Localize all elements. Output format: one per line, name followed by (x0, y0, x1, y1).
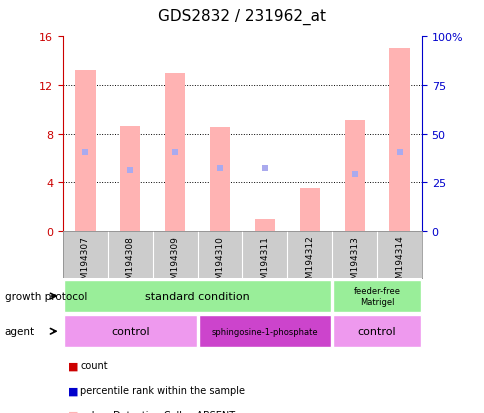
Text: GSM194314: GSM194314 (394, 235, 403, 290)
Bar (344, 121, 364, 231)
Text: ■: ■ (68, 385, 78, 395)
Bar (198, 316, 331, 347)
Bar (120, 127, 140, 231)
Bar (75, 71, 95, 231)
Text: GSM194312: GSM194312 (304, 235, 314, 290)
Bar (299, 189, 319, 231)
Text: GSM194307: GSM194307 (81, 235, 90, 290)
Text: sphingosine-1-phosphate: sphingosine-1-phosphate (211, 327, 318, 336)
Text: control: control (357, 326, 395, 337)
Text: GSM194313: GSM194313 (349, 235, 359, 290)
Text: GSM194309: GSM194309 (170, 235, 180, 290)
Bar (64, 280, 331, 312)
Bar (333, 280, 420, 312)
Text: GSM194308: GSM194308 (125, 235, 135, 290)
Text: control: control (111, 326, 150, 337)
Bar (333, 316, 420, 347)
Bar (64, 316, 197, 347)
Text: GSM194311: GSM194311 (260, 235, 269, 290)
Text: ■: ■ (68, 361, 78, 370)
Text: percentile rank within the sample: percentile rank within the sample (80, 385, 244, 395)
Text: standard condition: standard condition (145, 291, 249, 301)
Text: growth protocol: growth protocol (5, 291, 87, 301)
Text: agent: agent (5, 326, 35, 337)
Text: GSM194310: GSM194310 (215, 235, 224, 290)
Text: ■: ■ (68, 410, 78, 413)
Bar (389, 49, 409, 231)
Bar (254, 219, 274, 231)
Bar (210, 128, 230, 231)
Text: feeder-free
Matrigel: feeder-free Matrigel (353, 287, 400, 306)
Text: GDS2832 / 231962_at: GDS2832 / 231962_at (158, 9, 326, 25)
Text: count: count (80, 361, 107, 370)
Bar (165, 74, 185, 231)
Text: value, Detection Call = ABSENT: value, Detection Call = ABSENT (80, 410, 235, 413)
